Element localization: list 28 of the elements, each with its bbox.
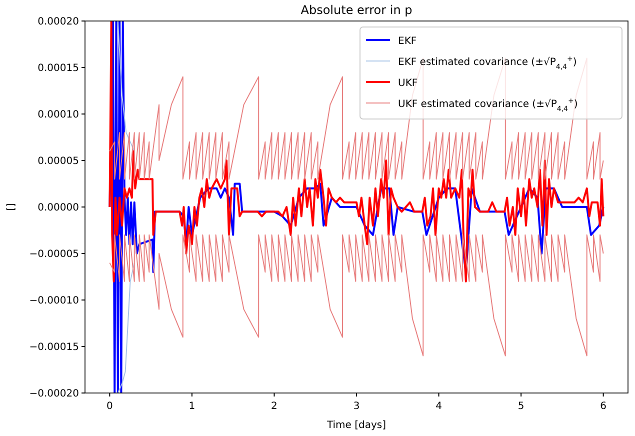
y-axis-title: []	[6, 203, 17, 211]
y-tick-label: 0.00015	[38, 63, 79, 74]
x-tick-label: 3	[353, 401, 360, 412]
legend-label: UKF estimated covariance (±√P$_{4,4}$$^{+}$)	[398, 97, 578, 113]
line-series	[117, 21, 135, 152]
line-series	[108, 21, 604, 393]
y-tick-label: −0.00005	[29, 249, 79, 260]
y-tick-label: −0.00015	[29, 342, 79, 353]
chart-title: Absolute error in p	[300, 3, 412, 17]
x-tick-label: 6	[600, 401, 607, 412]
line-series	[109, 234, 604, 356]
legend-label: EKF estimated covariance (±√P$_{4,4}$$^{+}$)	[398, 55, 577, 71]
line-series	[117, 262, 135, 393]
x-tick-label: 1	[188, 401, 196, 412]
y-tick-label: −0.00020	[29, 388, 79, 400]
x-tick-label: 2	[271, 401, 278, 412]
x-axis-title: Time [days]	[326, 420, 386, 431]
y-tick-label: 0.00010	[38, 110, 79, 120]
y-tick-label: 0.00005	[38, 156, 79, 167]
legend-label: UKF	[398, 78, 418, 89]
x-tick-label: 0	[106, 401, 113, 412]
y-tick-label: 0.00000	[38, 202, 79, 214]
x-tick-label: 5	[518, 401, 524, 412]
y-tick-label: −0.00010	[29, 296, 79, 306]
y-tick-label: 0.00020	[38, 16, 79, 28]
legend-label: EKF	[398, 36, 417, 47]
line-series	[108, 21, 604, 282]
x-tick-label: 4	[436, 401, 442, 412]
